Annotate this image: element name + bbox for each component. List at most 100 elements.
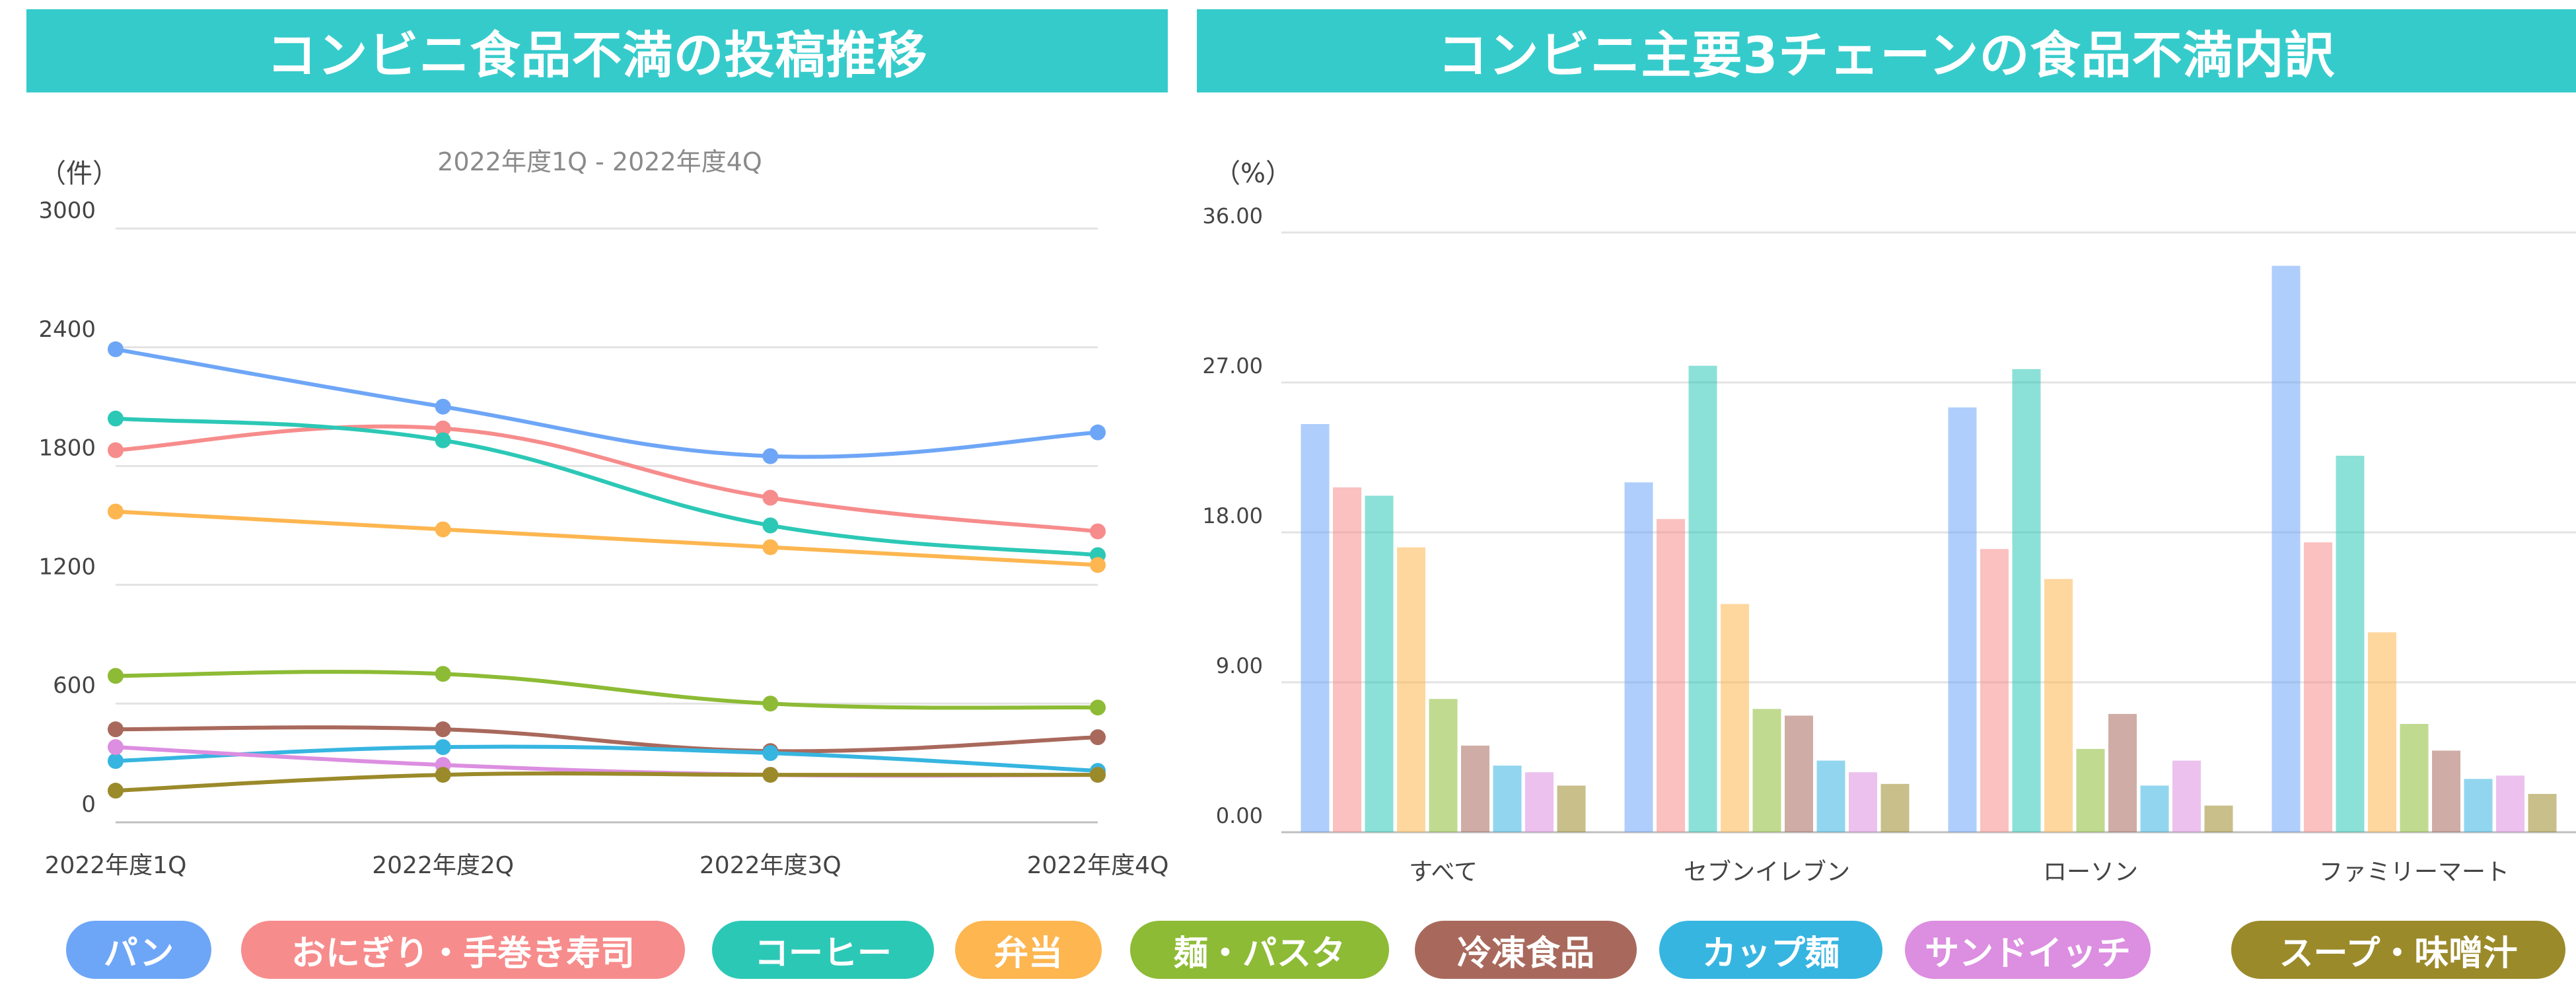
line-point-series-4 xyxy=(1090,557,1106,573)
bar-series-1 xyxy=(2272,266,2301,832)
bar-chart-y-tick-label: 0.00 xyxy=(1216,803,1263,828)
bar-series-4 xyxy=(2368,632,2396,832)
line-series-4 xyxy=(115,509,1098,567)
bar-series-2 xyxy=(1980,549,2009,832)
line-point-series-2 xyxy=(435,420,451,437)
bar-chart-category-label: ファミリーマート xyxy=(2319,859,2509,886)
line-chart-x-tick-label: 2022年度2Q xyxy=(372,852,514,879)
bar-chart-y-tick-label: 36.00 xyxy=(1202,203,1263,229)
bar-series-9 xyxy=(1880,783,1910,832)
line-point-series-7 xyxy=(108,753,124,769)
bar-chart-category-label: セブンイレブン xyxy=(1684,859,1850,886)
bar-series-7 xyxy=(2464,779,2493,832)
line-point-series-2 xyxy=(762,489,779,506)
bar-series-5 xyxy=(2076,748,2105,832)
line-point-series-2 xyxy=(108,442,124,458)
line-chart-y-axis-label: （件） xyxy=(40,159,119,189)
line-chart-y-tick-label: 1200 xyxy=(38,554,96,580)
bar-series-7 xyxy=(2140,785,2169,832)
bar-series-3 xyxy=(1365,495,1394,832)
line-point-series-1 xyxy=(1090,424,1106,441)
line-point-series-3 xyxy=(762,517,779,534)
line-point-series-5 xyxy=(435,666,451,682)
line-point-series-5 xyxy=(1090,699,1106,716)
bar-series-3 xyxy=(2012,369,2041,832)
bar-series-4 xyxy=(1397,547,1425,832)
bar-series-1 xyxy=(1624,482,1653,832)
line-point-series-1 xyxy=(108,341,124,357)
line-chart-y-tick-label: 2400 xyxy=(38,316,96,343)
line-chart-subtitle: 2022年度1Q - 2022年度4Q xyxy=(437,147,762,176)
line-point-series-7 xyxy=(435,739,451,756)
line-chart-y-tick-label: 1800 xyxy=(38,435,96,462)
bar-series-6 xyxy=(2432,750,2460,832)
line-chart-y-tick-label: 600 xyxy=(53,672,96,699)
bar-series-8 xyxy=(2172,760,2201,832)
line-series-5 xyxy=(115,670,1098,710)
line-chart-x-tick-label: 2022年度4Q xyxy=(1027,852,1169,879)
legend-item-3[interactable]: コーヒー xyxy=(712,921,934,979)
legend-item-7[interactable]: カップ麺 xyxy=(1659,921,1882,979)
bar-series-8 xyxy=(1849,772,1877,832)
line-series-3 xyxy=(115,416,1098,557)
line-point-series-3 xyxy=(435,432,451,448)
bar-series-3 xyxy=(1688,365,1717,832)
line-series-7 xyxy=(115,744,1098,773)
line-chart-y-tick-label: 0 xyxy=(81,791,96,818)
bar-series-6 xyxy=(1461,745,1489,832)
bar-series-3 xyxy=(2336,455,2365,832)
legend-item-6[interactable]: 冷凍食品 xyxy=(1415,921,1637,979)
legend-item-5[interactable]: 麺・パスタ xyxy=(1130,921,1389,979)
bar-chart-y-tick-label: 18.00 xyxy=(1202,503,1263,528)
line-point-series-9 xyxy=(435,767,451,783)
line-point-series-9 xyxy=(762,767,779,783)
bar-series-2 xyxy=(1333,487,1361,832)
line-point-series-5 xyxy=(762,696,779,712)
bar-series-9 xyxy=(2528,793,2557,832)
line-point-series-4 xyxy=(108,503,124,520)
line-point-series-1 xyxy=(762,448,779,464)
line-series-9 xyxy=(115,771,1098,793)
line-point-series-9 xyxy=(1090,767,1106,783)
bar-chart-category-label: ローソン xyxy=(2043,859,2138,886)
bar-series-2 xyxy=(2304,542,2332,832)
line-point-series-1 xyxy=(435,398,451,415)
bar-series-5 xyxy=(1752,709,1781,832)
line-chart-x-tick-label: 2022年度1Q xyxy=(45,852,187,879)
bar-series-8 xyxy=(1525,772,1554,832)
line-point-series-6 xyxy=(435,721,451,738)
bar-series-1 xyxy=(1948,407,1977,832)
bar-series-4 xyxy=(2044,579,2073,832)
line-point-series-4 xyxy=(435,521,451,538)
left-chart-heading: コンビニ食品不満の投稿推移 xyxy=(26,9,1168,92)
line-point-series-6 xyxy=(108,721,124,738)
legend-item-4[interactable]: 弁当 xyxy=(955,921,1102,979)
legend-item-9[interactable]: スープ・味噌汁 xyxy=(2231,921,2565,979)
bar-series-4 xyxy=(1721,604,1749,832)
legend-item-1[interactable]: パン xyxy=(66,921,211,979)
line-series-1 xyxy=(115,347,1098,459)
line-point-series-9 xyxy=(108,783,124,799)
line-chart-x-tick-label: 2022年度3Q xyxy=(699,852,841,879)
right-chart-heading: コンビニ主要3チェーンの食品不満内訳 xyxy=(1197,9,2576,92)
bar-chart-category-label: すべて xyxy=(1409,859,1478,886)
bar-series-1 xyxy=(1301,424,1330,832)
bar-series-8 xyxy=(2496,775,2524,832)
line-series-6 xyxy=(115,725,1098,754)
bar-series-2 xyxy=(1657,518,1685,832)
bar-series-7 xyxy=(1816,760,1845,832)
line-point-series-6 xyxy=(1090,729,1106,746)
line-point-series-2 xyxy=(1090,523,1106,540)
line-point-series-7 xyxy=(762,745,779,762)
bar-series-5 xyxy=(2400,724,2429,832)
line-series-2 xyxy=(115,424,1098,534)
line-point-series-3 xyxy=(108,410,124,427)
bar-series-6 xyxy=(1785,715,1813,832)
bar-chart-y-axis-label: （%） xyxy=(1214,159,1292,189)
bar-series-5 xyxy=(1429,699,1458,832)
line-point-series-5 xyxy=(108,668,124,684)
legend-item-8[interactable]: サンドイッチ xyxy=(1905,921,2151,979)
line-chart-y-tick-label: 3000 xyxy=(38,197,96,224)
legend-item-2[interactable]: おにぎり・手巻き寿司 xyxy=(241,921,685,979)
